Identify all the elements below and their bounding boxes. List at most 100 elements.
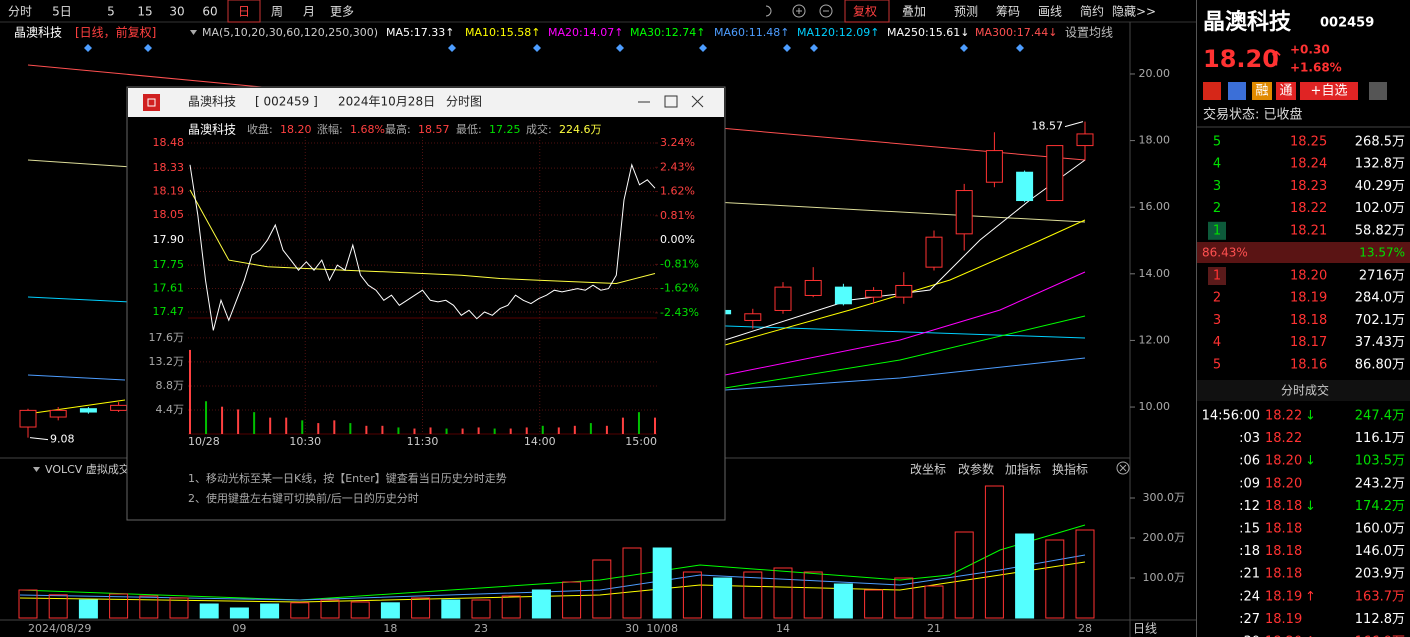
badge-bg[interactable] <box>1276 82 1296 100</box>
maximize-button[interactable] <box>664 95 678 108</box>
level-price: 18.22 <box>1290 201 1327 216</box>
close-button[interactable] <box>691 95 704 108</box>
undo-icon[interactable] <box>765 5 772 17</box>
candle-body <box>49 409 67 418</box>
trade-volume: 160.0万 <box>1355 522 1405 537</box>
trade-price: 18.20 <box>1265 476 1302 491</box>
time-label: 10/28 <box>188 435 220 448</box>
trade-price: 18.18 <box>1265 499 1302 514</box>
trade-arrow: ↑ <box>1305 635 1316 637</box>
volume-bar <box>139 595 159 619</box>
history-popup <box>126 86 726 521</box>
volume-bar <box>682 571 702 619</box>
trades-header-bg <box>1197 380 1410 401</box>
close-indicator-ring[interactable] <box>1116 461 1130 475</box>
period-tab[interactable]: 分时 <box>8 5 32 19</box>
price-tick-label: 17.61 <box>153 282 185 295</box>
zoom-out-icon[interactable] <box>819 4 833 18</box>
indicator-button[interactable]: 换指标 <box>1052 462 1088 477</box>
ma-value: MA300:17.44↓ <box>975 26 1057 39</box>
volume-bar <box>1075 529 1095 619</box>
indicator-arrow[interactable] <box>33 467 40 472</box>
period-tab[interactable]: 15 <box>137 5 152 19</box>
period-tab[interactable]: 5 <box>107 5 115 19</box>
tool-button[interactable]: 隐藏>> <box>1112 5 1156 19</box>
pct-tick-label: -0.81% <box>660 257 699 270</box>
diamonds <box>84 44 1024 52</box>
volume-bar <box>622 547 642 619</box>
zoom-in-icon[interactable] <box>792 4 806 18</box>
ma-settings[interactable]: 设置均线 <box>1065 26 1113 40</box>
candle-body <box>1016 171 1034 202</box>
period-tab[interactable]: 5日 <box>52 5 72 19</box>
popup-info-name: 晶澳科技 <box>188 123 236 137</box>
trade-time: :15 <box>1239 522 1260 537</box>
level-label: 2 <box>1213 291 1221 306</box>
tool-button[interactable]: 预测 <box>954 5 978 19</box>
volume-bar <box>713 577 733 619</box>
indicator-button[interactable]: 改参数 <box>958 462 994 477</box>
period-tab[interactable]: 日 <box>238 5 250 19</box>
pct-tick-label: -2.43% <box>660 306 699 319</box>
volume-bar <box>18 589 38 619</box>
dropdown-arrow[interactable] <box>190 30 197 35</box>
ma-value: MA60:11.48↑ <box>714 26 789 39</box>
y-tick-label: 16.00 <box>1139 200 1171 213</box>
badge[interactable]: 通 <box>1279 84 1292 99</box>
candle-body <box>19 409 37 428</box>
vol-tick-label: 17.6万 <box>149 331 185 344</box>
stat-label: 涨幅: <box>317 123 343 136</box>
period-tab[interactable]: 月 <box>303 5 315 19</box>
badge-bg[interactable] <box>1252 82 1272 100</box>
ma-value: MA120:12.09↑ <box>797 26 879 39</box>
date-label: 09 <box>232 622 246 635</box>
trade-time: :21 <box>1239 567 1260 582</box>
alert-icon[interactable] <box>1369 82 1387 100</box>
quote-arrow: ↑ <box>1268 47 1285 71</box>
price-tick-label: 18.48 <box>153 136 185 149</box>
period-tab[interactable]: 周 <box>271 5 283 19</box>
avg-price-line <box>189 189 656 285</box>
low-pointer <box>29 437 49 441</box>
period-label: 日线 <box>1133 622 1157 636</box>
date-label: 30 <box>625 622 639 635</box>
trade-price: 18.18 <box>1265 544 1302 559</box>
badge[interactable]: +自选 <box>1311 84 1348 99</box>
indicator-button[interactable]: 加指标 <box>1005 462 1041 477</box>
trade-volume: 243.2万 <box>1355 476 1405 491</box>
badge-bg[interactable] <box>1300 82 1358 100</box>
trade-time: :03 <box>1239 431 1260 446</box>
stock-name: 晶澳科技 <box>14 26 62 40</box>
candle-body <box>804 279 822 296</box>
trade-volume: 247.4万 <box>1355 409 1405 424</box>
stat-label: 收盘: <box>247 122 273 136</box>
tool-button[interactable]: 简约 <box>1080 4 1104 19</box>
period-tab[interactable]: 更多 <box>330 5 354 19</box>
volume-bar <box>441 599 461 619</box>
tool-button[interactable]: 叠加 <box>902 5 926 19</box>
volume-bar <box>350 601 370 619</box>
candle-body <box>79 408 97 413</box>
level-label: 3 <box>1213 179 1221 194</box>
indicator-button[interactable]: 改坐标 <box>910 463 946 477</box>
tool-button[interactable]: 画线 <box>1038 5 1062 19</box>
trade-time: :24 <box>1239 589 1260 604</box>
y-tick-label: 20.00 <box>1139 67 1171 80</box>
y-tick-label: 10.00 <box>1139 400 1171 413</box>
period-tab[interactable]: 30 <box>169 5 184 19</box>
kline-mode: [日线，前复权] <box>75 25 156 40</box>
ma-value: MA10:15.58↑ <box>465 26 540 39</box>
ma10-line <box>19 399 126 416</box>
price-tick-label: 18.05 <box>153 208 185 221</box>
close-indicator[interactable] <box>1119 464 1127 472</box>
popup-frame <box>126 86 726 521</box>
volume-bar <box>1015 533 1035 619</box>
period-tab[interactable]: 60 <box>202 5 217 19</box>
ma5-line <box>724 159 1086 341</box>
volume-bar <box>260 603 280 619</box>
badge[interactable]: 融 <box>1255 84 1268 99</box>
popup-stock-name: 晶澳科技 <box>188 95 236 109</box>
tool-button[interactable]: 复权 <box>853 5 877 19</box>
tool-button[interactable]: 筹码 <box>996 5 1020 19</box>
level-volume: 132.8万 <box>1355 157 1405 172</box>
